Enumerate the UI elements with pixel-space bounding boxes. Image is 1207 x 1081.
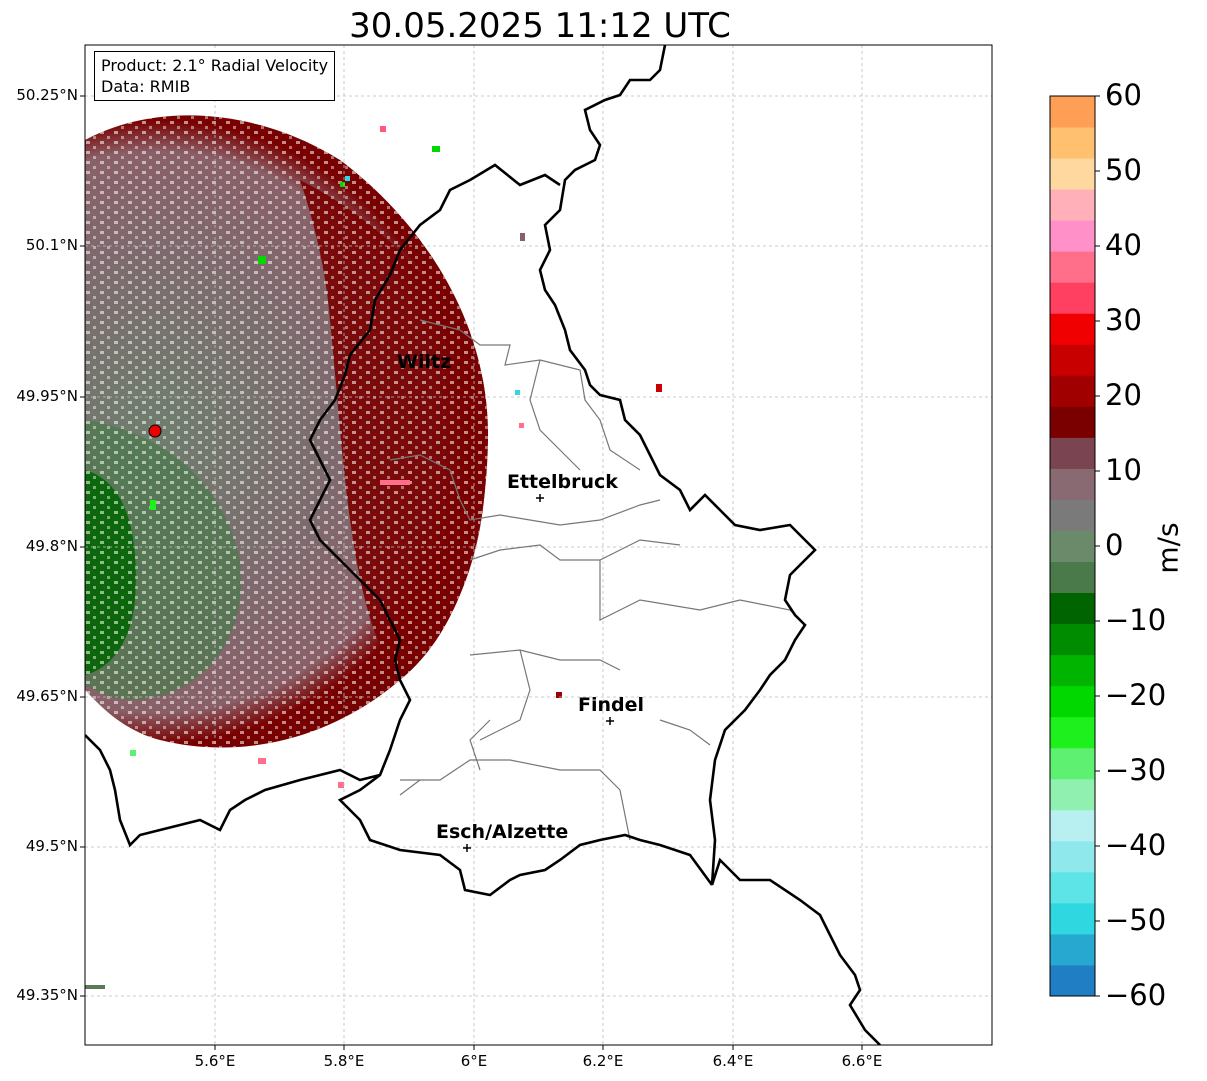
x-tick-label: 5.8°E: [323, 1052, 365, 1070]
product-label: Product: 2.1° Radial Velocity: [101, 56, 329, 75]
colorbar-segment: [1050, 716, 1095, 749]
colorbar: [1050, 96, 1095, 997]
colorbar-tick-label: −50: [1105, 903, 1167, 937]
data-source-label: Data: RMIB: [101, 77, 191, 96]
colorbar-tick-label: 40: [1105, 228, 1142, 262]
radar-site-marker: [148, 424, 162, 438]
city-label-esch: Esch/Alzette: [436, 821, 569, 843]
colorbar-segment: [1050, 158, 1095, 190]
colorbar-tick-label: −60: [1105, 978, 1167, 1012]
x-tick-label: 6.2°E: [582, 1052, 624, 1070]
city-label-findel: Findel: [578, 694, 645, 716]
y-tick-label: 49.8°N: [25, 537, 78, 555]
colorbar-segment: [1050, 654, 1095, 687]
colorbar-segment: [1050, 437, 1095, 469]
colorbar-segment: [1050, 530, 1095, 563]
city-markers: [463, 494, 614, 852]
colorbar-segment: [1050, 220, 1095, 252]
map-title: 30.05.2025 11:12 UTC: [349, 6, 731, 46]
city-label-wiltz: Wiltz: [397, 351, 452, 373]
product-info-box: Product: 2.1° Radial Velocity Data: RMIB: [94, 51, 336, 101]
colorbar-segment: [1050, 313, 1095, 345]
colorbar-tick-label: 50: [1105, 153, 1142, 187]
colorbar-tick-label: −30: [1105, 753, 1167, 787]
colorbar-segment: [1050, 499, 1095, 531]
plot-border: [84, 44, 993, 1046]
x-tick-label: 5.6°E: [194, 1052, 236, 1070]
colorbar-segment: [1050, 127, 1095, 159]
colorbar-segment: [1050, 375, 1095, 407]
esch-marker: [463, 844, 471, 852]
x-tick-label: 6.6°E: [841, 1052, 883, 1070]
colorbar-tick-label: 0: [1105, 528, 1124, 562]
y-tick-label: 50.25°N: [16, 86, 78, 104]
colorbar-segment: [1050, 189, 1095, 221]
y-tick-label: 50.1°N: [25, 236, 78, 254]
colorbar-segment: [1050, 685, 1095, 718]
colorbar-segment: [1050, 778, 1095, 811]
colorbar-segment: [1050, 840, 1095, 873]
radar-echo: [85, 115, 662, 989]
colorbar-segment: [1050, 251, 1095, 283]
country-borders: [85, 45, 881, 1045]
city-label-ettelbruck: Ettelbruck: [507, 471, 618, 493]
colorbar-tick-label: −20: [1105, 678, 1167, 712]
canton-borders: [389, 319, 801, 841]
colorbar-segment: [1050, 964, 1095, 997]
y-tick-label: 49.35°N: [16, 986, 78, 1004]
y-tick-label: 49.95°N: [16, 387, 78, 405]
colorbar-segment: [1050, 96, 1095, 128]
colorbar-tick-label: −40: [1105, 828, 1167, 862]
colorbar-label: m/s: [1151, 522, 1185, 574]
colorbar-tick-label: 10: [1105, 453, 1142, 487]
colorbar-segment: [1050, 933, 1095, 966]
colorbar-tick-marks: [1095, 95, 1100, 997]
colorbar-segment: [1050, 344, 1095, 376]
colorbar-segment: [1050, 809, 1095, 842]
colorbar-segment: [1050, 561, 1095, 594]
colorbar-tick-label: −10: [1105, 603, 1167, 637]
colorbar-segment: [1050, 871, 1095, 904]
colorbar-tick-label: 20: [1105, 378, 1142, 412]
colorbar-segment: [1050, 592, 1095, 625]
colorbar-segment: [1050, 282, 1095, 314]
findel-marker: [606, 717, 614, 725]
colorbar-segment: [1050, 902, 1095, 935]
colorbar-segment: [1050, 468, 1095, 500]
y-tick-label: 49.65°N: [16, 687, 78, 705]
colorbar-tick-label: 30: [1105, 303, 1142, 337]
colorbar-segment: [1050, 406, 1095, 438]
colorbar-segment: [1050, 623, 1095, 656]
ettelbruck-marker: [536, 494, 544, 502]
colorbar-segment: [1050, 747, 1095, 780]
x-tick-label: 6.4°E: [712, 1052, 754, 1070]
colorbar-tick-label: 60: [1105, 78, 1142, 112]
x-tick-label: 6°E: [460, 1052, 488, 1070]
y-tick-label: 49.5°N: [25, 837, 78, 855]
tick-marks: [80, 95, 863, 1050]
